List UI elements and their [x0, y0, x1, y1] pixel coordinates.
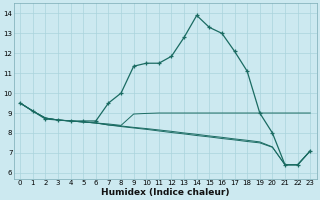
X-axis label: Humidex (Indice chaleur): Humidex (Indice chaleur) [101, 188, 229, 197]
